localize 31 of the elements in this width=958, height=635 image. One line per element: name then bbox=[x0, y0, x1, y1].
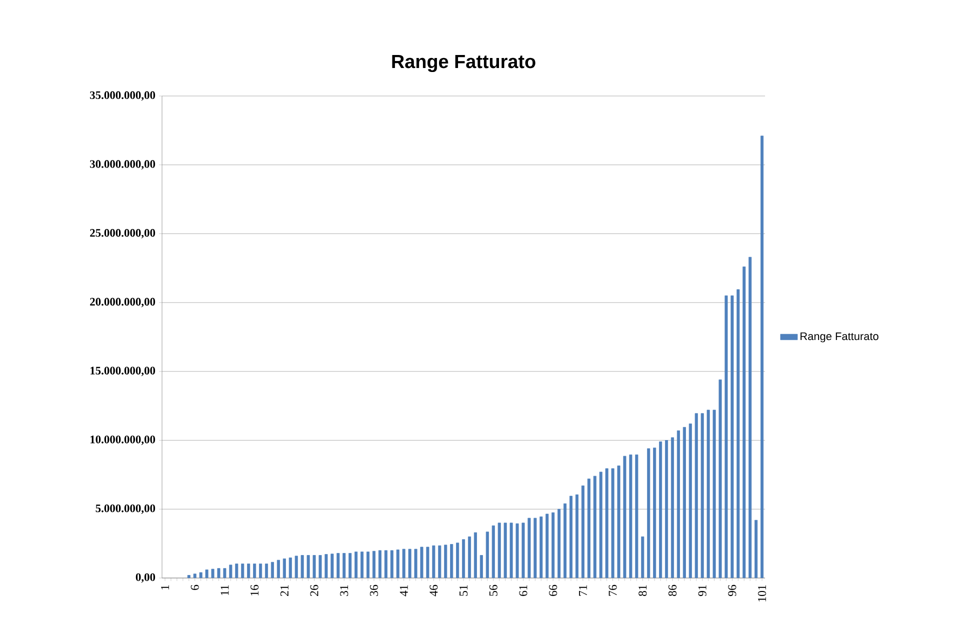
y-tick-label: 35.000.000,00 bbox=[90, 91, 156, 101]
x-tick-label: 51 bbox=[460, 585, 468, 596]
x-tick-label: 96 bbox=[728, 584, 736, 596]
y-tick-label: 5.000.000,00 bbox=[96, 504, 156, 514]
y-tick-label: 0,00 bbox=[136, 573, 156, 583]
y-tick-label: 25.000.000,00 bbox=[90, 229, 156, 238]
x-tick-label: 41 bbox=[400, 585, 408, 596]
x-tick-label: 16 bbox=[250, 584, 259, 596]
x-tick-label: 76 bbox=[608, 584, 617, 596]
x-tick-label: 101 bbox=[758, 585, 766, 602]
y-tick-label: 30.000.000,00 bbox=[90, 160, 156, 170]
x-tick-label: 6 bbox=[190, 584, 199, 590]
x-tick-label: 81 bbox=[638, 585, 647, 596]
chart-title: Range Fatturato bbox=[392, 55, 536, 72]
y-tick-label: 10.000.000,00 bbox=[90, 436, 156, 445]
y-tick-label: 20.000.000,00 bbox=[90, 298, 156, 308]
x-tick-label: 46 bbox=[430, 584, 438, 596]
x-tick-label: 21 bbox=[280, 585, 288, 596]
x-tick-label: 91 bbox=[698, 585, 706, 596]
x-tick-label: 31 bbox=[340, 585, 348, 596]
x-tick-label: 26 bbox=[310, 584, 318, 596]
x-tick-label: 1 bbox=[161, 585, 169, 590]
y-tick-label: 15.000.000,00 bbox=[90, 366, 156, 376]
x-tick-label: 71 bbox=[578, 585, 587, 596]
x-tick-label: 36 bbox=[370, 584, 378, 596]
x-tick-label: 56 bbox=[489, 584, 498, 596]
legend-label: Range Fatturato bbox=[800, 332, 878, 342]
x-tick-label: 66 bbox=[549, 584, 558, 596]
x-tick-label: 11 bbox=[220, 585, 229, 595]
x-tick-label: 61 bbox=[519, 585, 528, 596]
x-tick-label: 86 bbox=[668, 584, 677, 596]
